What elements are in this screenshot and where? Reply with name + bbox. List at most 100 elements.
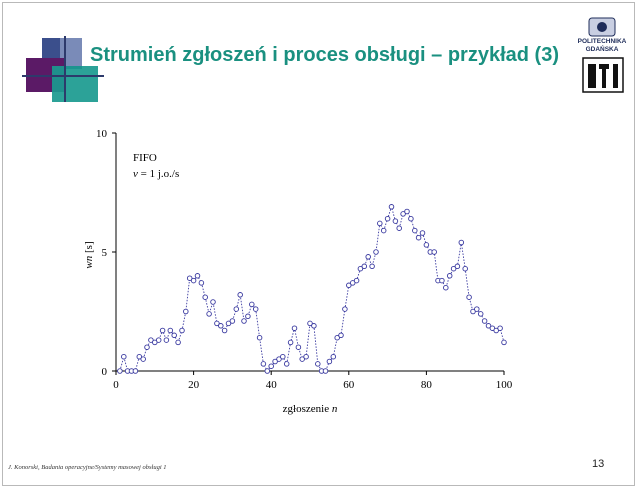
data-point	[384, 215, 391, 222]
data-point	[338, 332, 344, 339]
y-axis-label-unit: [s]	[83, 241, 95, 255]
data-point	[167, 327, 174, 334]
data-point	[237, 292, 243, 298]
data-point	[132, 368, 139, 374]
data-point	[202, 294, 208, 300]
decorative-square	[52, 66, 98, 102]
x-tick-label: 40	[266, 379, 278, 391]
data-point	[152, 339, 158, 346]
logo-text-line2: GDAŃSKA	[585, 46, 619, 53]
x-tick-label: 20	[188, 379, 200, 391]
data-point	[501, 339, 507, 346]
data-point	[311, 323, 317, 329]
data-point	[481, 318, 488, 324]
x-axis-label: zgłoszenie n	[283, 403, 338, 415]
data-point	[400, 211, 406, 217]
data-point	[264, 368, 271, 374]
data-point	[342, 306, 348, 312]
data-point	[159, 327, 166, 334]
data-point	[477, 311, 484, 317]
decorative-line	[22, 75, 104, 77]
data-point	[365, 254, 371, 260]
data-point	[423, 242, 430, 248]
data-point	[450, 265, 457, 272]
data-point	[392, 218, 399, 224]
data-point	[466, 294, 472, 300]
data-point	[233, 306, 240, 312]
data-point	[245, 313, 251, 320]
data-point	[155, 337, 162, 343]
data-point	[458, 239, 465, 246]
y-axis-label-var: wn	[83, 255, 95, 268]
x-tick-label: 60	[343, 379, 355, 391]
data-point	[454, 263, 461, 270]
data-point	[346, 282, 352, 289]
data-point	[117, 368, 123, 374]
data-point	[474, 306, 480, 312]
university-logo: POLITECHNIKA GDAŃSKA	[571, 16, 633, 94]
data-point	[210, 299, 216, 305]
data-point	[446, 273, 453, 279]
data-point	[214, 320, 220, 327]
data-point	[229, 318, 236, 324]
data-point	[361, 263, 368, 270]
annotation-fifo: FIFO	[133, 152, 157, 164]
data-point	[280, 353, 286, 360]
data-point	[186, 275, 193, 281]
data-point	[388, 204, 395, 210]
data-point	[334, 334, 340, 341]
data-point	[419, 230, 426, 236]
data-point	[175, 339, 181, 346]
y-tick-label: 5	[102, 247, 108, 259]
logo-emblem-icon	[582, 17, 624, 93]
data-point	[443, 284, 449, 291]
data-point	[415, 234, 422, 241]
y-tick-label: 0	[102, 366, 108, 378]
data-point	[431, 249, 437, 255]
chart-axes: 0 20 40 60 80 100 0 5 10	[96, 128, 513, 391]
data-point	[252, 306, 259, 312]
data-point	[315, 361, 321, 367]
series-points	[117, 204, 507, 374]
data-point	[377, 220, 383, 227]
data-point	[249, 301, 255, 308]
data-point	[171, 332, 177, 339]
data-point	[260, 361, 267, 367]
data-point	[163, 337, 170, 343]
data-point	[349, 280, 356, 286]
data-point	[206, 311, 212, 317]
data-point	[322, 368, 329, 374]
data-point	[179, 327, 185, 334]
page-number: 13	[592, 458, 605, 470]
data-point	[136, 353, 143, 360]
data-point	[225, 320, 232, 327]
data-point	[439, 277, 445, 284]
data-point	[299, 356, 305, 362]
data-point	[256, 334, 263, 341]
slide-title: Strumień zgłoszeń i proces obsługi – prz…	[90, 44, 559, 66]
data-point	[303, 353, 309, 360]
data-point	[148, 337, 154, 343]
annotation-rate-rest: = 1 j.o./s	[138, 168, 179, 180]
y-axis-label: wn [s]	[83, 241, 95, 268]
data-point	[291, 325, 298, 331]
data-point	[194, 273, 201, 279]
data-point	[272, 358, 278, 365]
data-point	[121, 353, 127, 360]
y-tick-label: 10	[96, 128, 108, 140]
annotation-rate-var: v	[133, 168, 138, 180]
x-tick-label: 80	[421, 379, 433, 391]
data-point	[276, 356, 282, 362]
data-point	[404, 208, 410, 215]
data-point	[369, 263, 375, 270]
slide-border	[2, 2, 635, 486]
data-point	[241, 318, 247, 324]
data-point	[307, 320, 313, 327]
data-point	[183, 308, 189, 315]
data-point	[330, 353, 337, 360]
data-point	[408, 215, 414, 222]
data-point	[218, 323, 224, 329]
data-point	[268, 363, 274, 369]
data-point	[198, 280, 205, 286]
